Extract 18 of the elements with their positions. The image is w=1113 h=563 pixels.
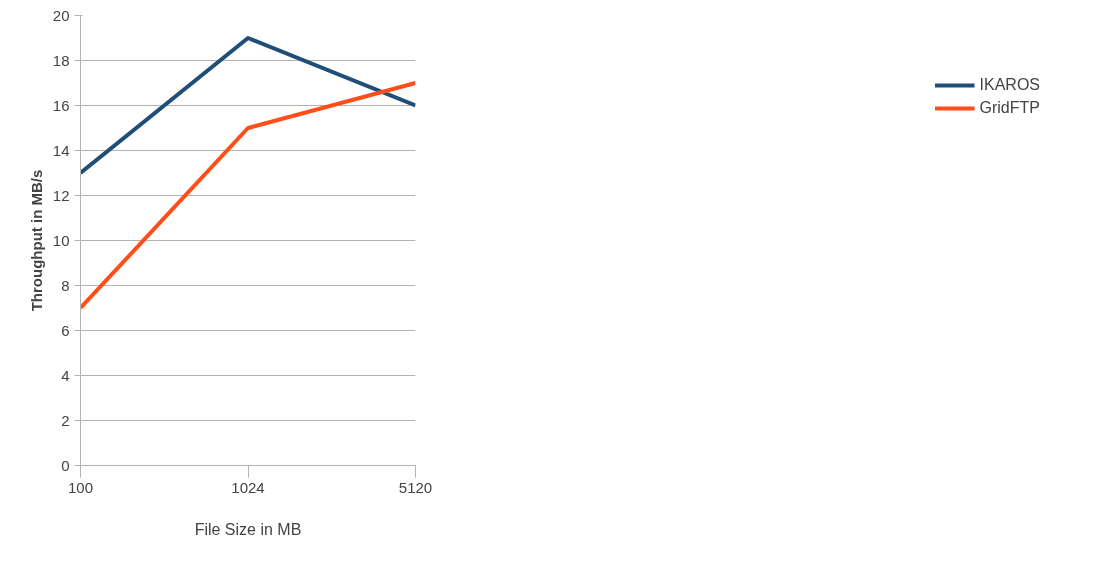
x-tick-label: 5120 bbox=[398, 478, 433, 496]
y-tick-label: 20 bbox=[52, 6, 70, 24]
y-tick-label: 0 bbox=[61, 456, 70, 474]
legend-label: IKAROS bbox=[979, 76, 1040, 94]
y-tick-label: 10 bbox=[52, 231, 70, 249]
x-axis-title: File Size in MB bbox=[194, 520, 302, 538]
y-tick-label: 2 bbox=[61, 411, 70, 429]
y-tick-label: 14 bbox=[52, 141, 70, 159]
y-axis-title: Throughput in MB/s bbox=[27, 169, 45, 312]
y-tick-label: 4 bbox=[61, 366, 70, 384]
y-tick-label: 18 bbox=[52, 51, 70, 69]
legend-label: GridFTP bbox=[979, 99, 1040, 117]
y-tick-label: 6 bbox=[61, 321, 70, 339]
y-tick-label: 16 bbox=[52, 96, 70, 114]
x-tick-label: 1024 bbox=[231, 478, 265, 496]
y-tick-label: 8 bbox=[61, 276, 70, 294]
y-tick-label: 12 bbox=[52, 186, 70, 204]
x-tick-label: 100 bbox=[67, 478, 94, 496]
